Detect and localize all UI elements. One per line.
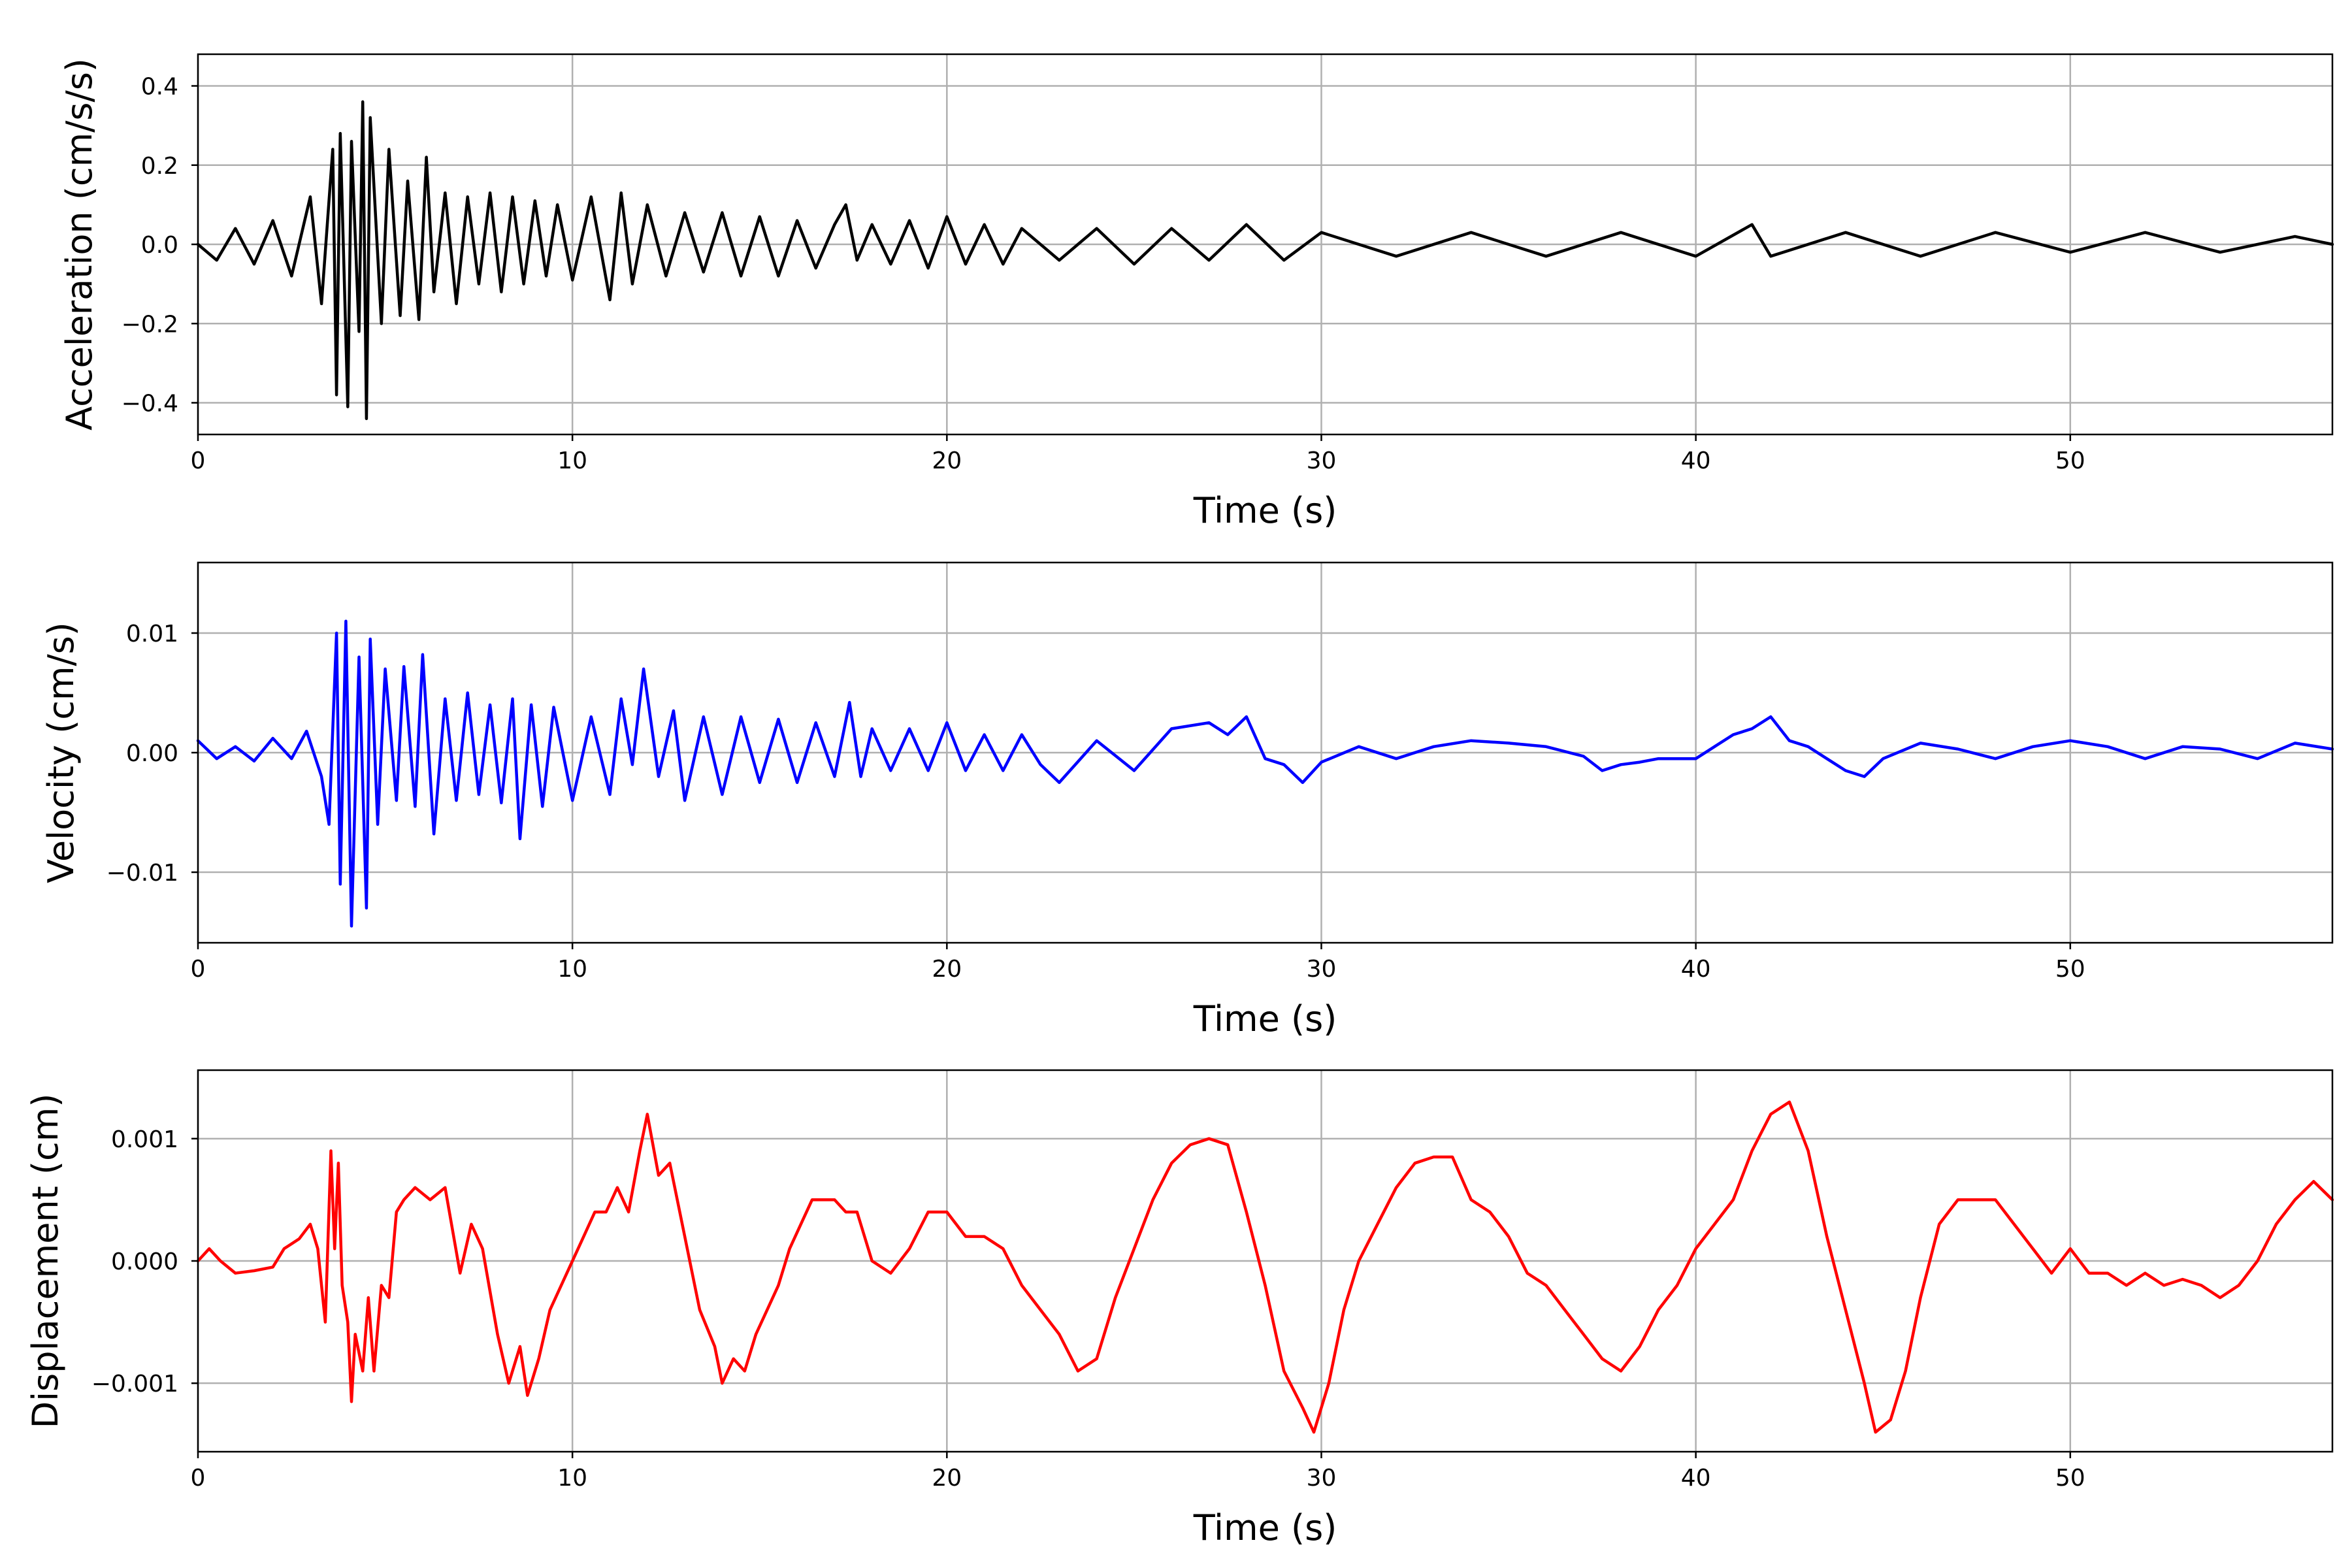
acceleration-y-axis-label: Acceleration (cm/s/s) <box>59 58 100 431</box>
acceleration-x-axis-label: Time (s) <box>1193 490 1337 531</box>
velocity-x-tick-label: 30 <box>1307 956 1337 983</box>
acceleration-x-tick-label: 0 <box>191 448 206 474</box>
velocity-x-tick-label: 50 <box>2055 956 2085 983</box>
velocity-x-tick-label: 20 <box>932 956 962 983</box>
acceleration-series-line <box>196 100 2334 421</box>
acceleration-x-tick-label: 30 <box>1307 448 1337 474</box>
velocity-x-tick-label: 0 <box>191 956 206 983</box>
velocity-x-tick-label: 10 <box>557 956 587 983</box>
velocity-y-tick-label: 0.01 <box>126 621 178 647</box>
displacement-x-tick-label: 50 <box>2055 1465 2085 1492</box>
acceleration-y-tick-label: −0.2 <box>122 311 178 338</box>
velocity-y-tick-label: 0.00 <box>126 740 178 767</box>
acceleration-x-tick-label: 10 <box>557 448 587 474</box>
velocity-x-axis-label: Time (s) <box>1193 998 1337 1039</box>
velocity-x-tick-label: 40 <box>1681 956 1711 983</box>
acceleration-x-tick-label: 40 <box>1681 448 1711 474</box>
displacement-y-tick-label: −0.001 <box>91 1371 178 1397</box>
displacement-x-tick-label: 20 <box>932 1465 962 1492</box>
velocity-panel: 0 10 20 30 40 50 −0.01 0.00 0.01 Time (s) Velocity… <box>41 561 2334 1039</box>
acceleration-panel: 0 10 20 30 40 50 −0.4 −0.2 0.0 0.2 0.4 Time (s) Acce… <box>59 53 2334 531</box>
displacement-y-axis-label: Displacement (cm) <box>25 1094 66 1429</box>
acceleration-x-tick-label: 20 <box>932 448 962 474</box>
displacement-x-tick-label: 30 <box>1307 1465 1337 1492</box>
acceleration-x-tick-label: 50 <box>2055 448 2085 474</box>
velocity-y-axis-label: Velocity (cm/s) <box>41 622 82 883</box>
displacement-y-tick-label: 0.000 <box>111 1249 178 1275</box>
velocity-series-line <box>196 619 2334 928</box>
acceleration-y-tick-label: 0.4 <box>141 74 178 101</box>
displacement-x-tick-label: 40 <box>1681 1465 1711 1492</box>
displacement-series-line <box>196 1100 2334 1434</box>
acceleration-y-tick-label: 0.2 <box>141 153 178 180</box>
displacement-panel: 0 10 20 30 40 50 −0.001 0.000 0.001 Time (s) Displ… <box>25 1069 2334 1548</box>
velocity-y-tick-label: −0.01 <box>106 860 178 887</box>
displacement-y-tick-label: 0.001 <box>111 1126 178 1153</box>
acceleration-y-tick-label: 0.0 <box>141 232 178 259</box>
displacement-x-tick-label: 10 <box>557 1465 587 1492</box>
displacement-x-axis-label: Time (s) <box>1193 1507 1337 1548</box>
acceleration-y-tick-label: −0.4 <box>122 391 178 417</box>
displacement-x-tick-label: 0 <box>191 1465 206 1492</box>
